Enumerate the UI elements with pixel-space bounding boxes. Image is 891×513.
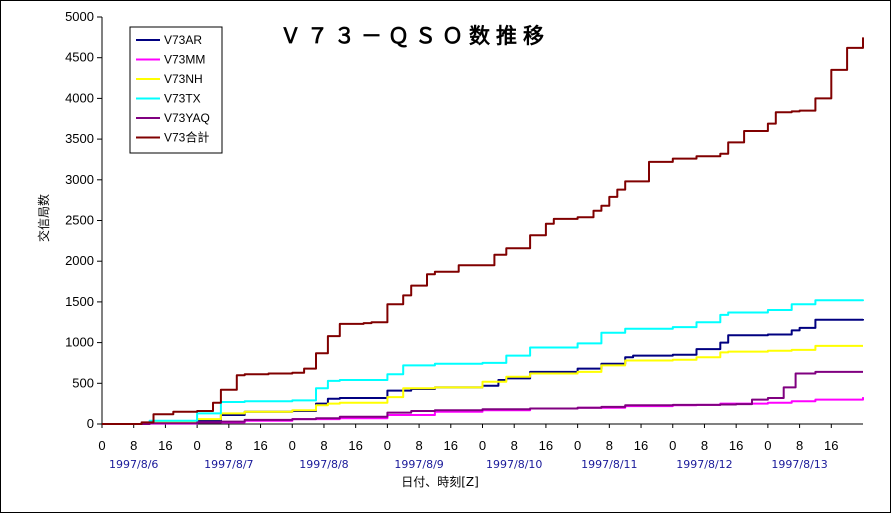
x-tick-label: 0: [98, 438, 105, 453]
x-tick-label: 16: [634, 438, 648, 453]
x-tick-label: 8: [796, 438, 803, 453]
legend-box: [129, 26, 223, 154]
date-label: 1997/8/11: [581, 458, 637, 471]
x-tick-label: 8: [606, 438, 613, 453]
y-tick-label: 2500: [65, 213, 94, 228]
legend-label: V73AR: [164, 33, 202, 47]
x-tick-label: 0: [289, 438, 296, 453]
legend: V73AR V73MM V73NH V73TX V73YAQ V73合計: [129, 26, 223, 154]
x-tick-label: 8: [130, 438, 137, 453]
series-line: [102, 344, 863, 425]
date-label: 1997/8/6: [109, 458, 158, 471]
series-lines: [102, 37, 864, 425]
x-tick-label: 0: [764, 438, 771, 453]
x-tick-label: 8: [511, 438, 518, 453]
x-tick-label: 0: [574, 438, 581, 453]
y-tick-label: 4500: [65, 50, 94, 65]
y-tick-label: 500: [72, 375, 94, 390]
y-tick-label: 3000: [65, 172, 94, 187]
y-axis-label: 交信局数: [36, 194, 51, 242]
series-line: [102, 370, 863, 425]
x-axis: 0 8 16 0 8 16 0 8 16 0 8 16 0 8 16 0 8 16 0 8 16 0 8 16: [98, 424, 839, 453]
x-axis-label: 日付、時刻[Z]: [401, 475, 479, 489]
x-tick-label: 8: [415, 438, 422, 453]
date-label: 1997/8/8: [299, 458, 348, 471]
chart-title: Ｖ７３－ＱＳＯ数推移: [280, 24, 550, 48]
y-tick-label: 3500: [65, 131, 94, 146]
series-line: [102, 37, 864, 425]
date-label: 1997/8/12: [676, 458, 732, 471]
date-label: 1997/8/9: [394, 458, 443, 471]
legend-label: V73合計: [164, 130, 209, 145]
x-tick-label: 0: [194, 438, 201, 453]
x-tick-label: 0: [479, 438, 486, 453]
legend-label: V73YAQ: [164, 111, 210, 125]
date-label: 1997/8/10: [486, 458, 542, 471]
y-tick-label: 2000: [65, 253, 94, 268]
x-tick-label: 16: [729, 438, 743, 453]
date-labels: 1997/8/6 1997/8/7 1997/8/8 1997/8/9 1997/8/1…: [109, 458, 828, 471]
legend-label: V73NH: [164, 72, 203, 86]
legend-label: V73TX: [164, 92, 201, 106]
x-tick-label: 0: [384, 438, 391, 453]
x-tick-label: 8: [225, 438, 232, 453]
y-tick-label: 0: [87, 416, 94, 431]
x-tick-label: 0: [669, 438, 676, 453]
y-axis: 0 500 1000 1500 2000 2500 3000 3500 4000 4500 5000: [65, 9, 102, 431]
series-line: [102, 299, 864, 425]
y-tick-label: 1500: [65, 294, 94, 309]
x-tick-label: 16: [348, 438, 362, 453]
date-label: 1997/8/7: [204, 458, 253, 471]
y-tick-label: 1000: [65, 335, 94, 350]
x-tick-label: 16: [824, 438, 838, 453]
legend-label: V73MM: [164, 53, 205, 67]
y-tick-label: 5000: [65, 9, 94, 24]
series-line: [102, 318, 864, 425]
y-tick-label: 4000: [65, 90, 94, 105]
x-tick-label: 16: [444, 438, 458, 453]
x-tick-label: 16: [253, 438, 267, 453]
x-tick-label: 8: [320, 438, 327, 453]
date-label: 1997/8/13: [771, 458, 827, 471]
x-tick-label: 16: [158, 438, 172, 453]
x-tick-label: 16: [539, 438, 553, 453]
x-tick-label: 8: [701, 438, 708, 453]
